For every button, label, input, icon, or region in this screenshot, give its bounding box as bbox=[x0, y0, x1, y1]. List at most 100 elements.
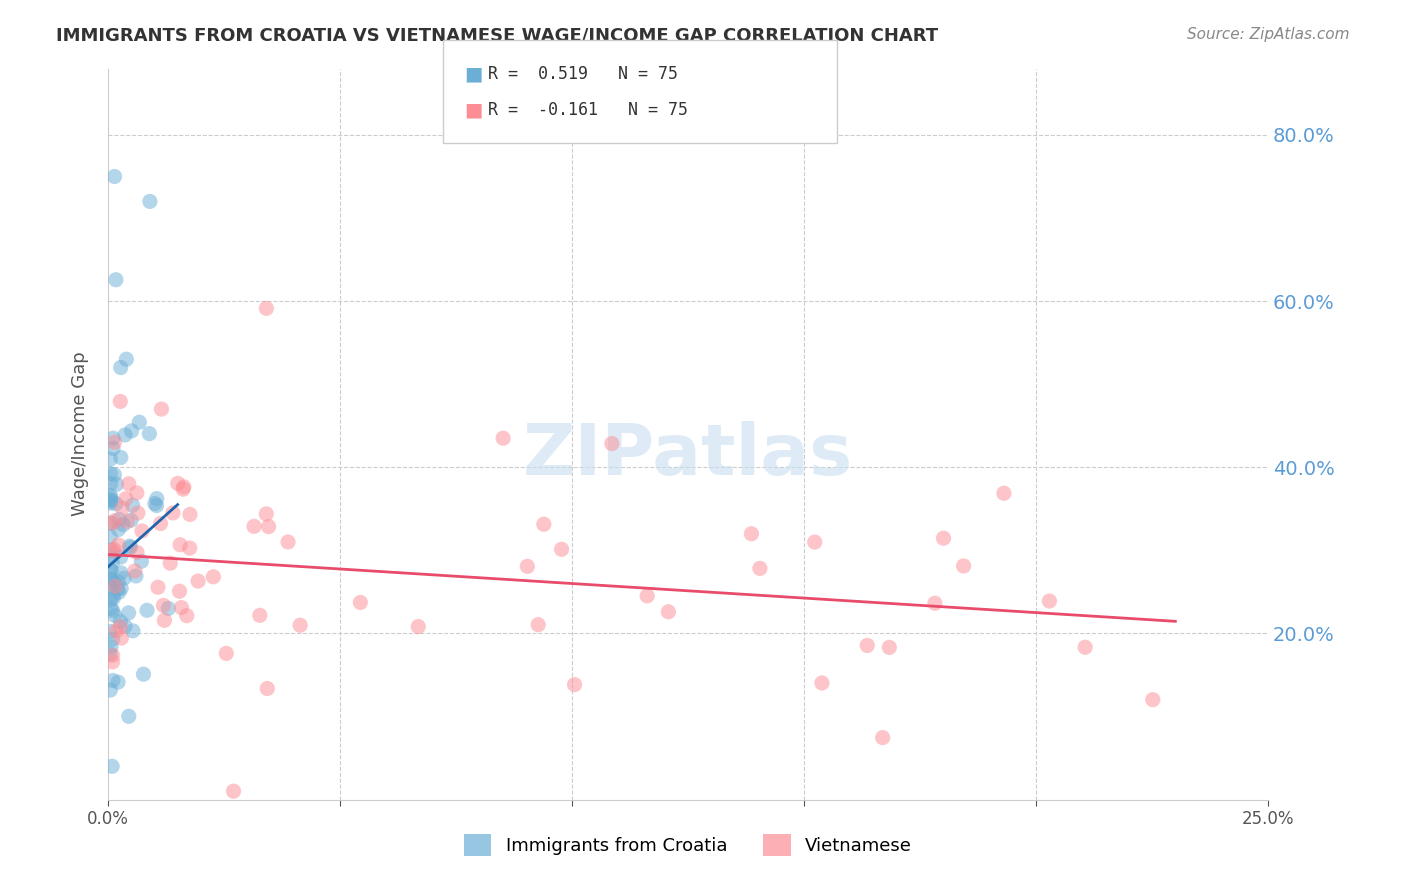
Point bbox=[105, 497, 128, 511]
Point bbox=[100, 601, 122, 615]
Point bbox=[103, 576, 125, 591]
Point bbox=[125, 486, 148, 500]
Point bbox=[277, 535, 299, 549]
Point bbox=[107, 523, 129, 537]
Point bbox=[107, 574, 129, 589]
Point bbox=[254, 507, 277, 521]
Point bbox=[103, 591, 125, 605]
Point bbox=[166, 476, 188, 491]
Point bbox=[157, 601, 180, 615]
Point bbox=[111, 500, 134, 515]
Point bbox=[98, 496, 121, 510]
Point bbox=[98, 516, 121, 531]
Point bbox=[98, 573, 121, 587]
Point bbox=[856, 639, 879, 653]
Point bbox=[105, 477, 128, 491]
Point bbox=[114, 619, 136, 633]
Text: Source: ZipAtlas.com: Source: ZipAtlas.com bbox=[1187, 27, 1350, 42]
Point bbox=[101, 543, 124, 558]
Point bbox=[124, 564, 146, 578]
Point bbox=[527, 617, 550, 632]
Point bbox=[101, 673, 124, 688]
Point bbox=[104, 579, 127, 593]
Point bbox=[153, 613, 176, 627]
Point bbox=[118, 539, 141, 553]
Point bbox=[100, 492, 122, 507]
Point bbox=[406, 619, 429, 633]
Point bbox=[103, 435, 125, 450]
Point bbox=[110, 550, 132, 565]
Point bbox=[112, 571, 135, 585]
Point bbox=[98, 563, 121, 577]
Point bbox=[492, 431, 515, 445]
Point bbox=[179, 508, 201, 522]
Point bbox=[136, 603, 159, 617]
Point bbox=[803, 535, 825, 549]
Point bbox=[118, 476, 141, 491]
Point bbox=[100, 640, 122, 654]
Point bbox=[112, 517, 135, 532]
Point bbox=[110, 360, 132, 375]
Point bbox=[98, 467, 121, 481]
Point bbox=[101, 632, 124, 646]
Point bbox=[100, 563, 122, 577]
Point bbox=[249, 608, 271, 623]
Point bbox=[176, 608, 198, 623]
Point bbox=[169, 584, 191, 599]
Point bbox=[128, 415, 150, 429]
Point bbox=[349, 595, 371, 609]
Text: R =  0.519   N = 75: R = 0.519 N = 75 bbox=[488, 65, 678, 83]
Point bbox=[100, 491, 122, 506]
Point bbox=[101, 655, 124, 669]
Point bbox=[110, 566, 132, 580]
Point bbox=[110, 450, 132, 465]
Point bbox=[202, 570, 225, 584]
Point bbox=[222, 784, 245, 798]
Point bbox=[125, 545, 148, 559]
Point bbox=[108, 585, 131, 599]
Point bbox=[101, 648, 124, 663]
Point bbox=[103, 169, 125, 184]
Point bbox=[98, 530, 121, 544]
Point bbox=[657, 605, 679, 619]
Point bbox=[187, 574, 209, 588]
Point bbox=[254, 301, 277, 316]
Point bbox=[121, 498, 143, 512]
Text: IMMIGRANTS FROM CROATIA VS VIETNAMESE WAGE/INCOME GAP CORRELATION CHART: IMMIGRANTS FROM CROATIA VS VIETNAMESE WA… bbox=[56, 27, 938, 45]
Point bbox=[103, 542, 125, 557]
Point bbox=[243, 519, 266, 533]
Point bbox=[159, 556, 181, 570]
Point bbox=[101, 516, 124, 531]
Point bbox=[108, 512, 131, 526]
Point bbox=[256, 681, 278, 696]
Point bbox=[748, 561, 770, 575]
Point bbox=[103, 588, 125, 602]
Point bbox=[101, 431, 124, 445]
Point bbox=[104, 273, 127, 287]
Legend: Immigrants from Croatia, Vietnamese: Immigrants from Croatia, Vietnamese bbox=[457, 827, 920, 863]
Point bbox=[98, 543, 121, 558]
Point bbox=[146, 580, 169, 594]
Point bbox=[550, 542, 572, 557]
Point bbox=[101, 442, 124, 456]
Text: R =  -0.161   N = 75: R = -0.161 N = 75 bbox=[488, 101, 688, 119]
Point bbox=[103, 467, 125, 482]
Point bbox=[879, 640, 901, 655]
Point bbox=[533, 517, 555, 532]
Point bbox=[118, 709, 141, 723]
Point bbox=[636, 589, 658, 603]
Point bbox=[98, 549, 121, 564]
Point bbox=[107, 582, 129, 596]
Point bbox=[564, 678, 586, 692]
Point bbox=[121, 624, 143, 638]
Point bbox=[115, 491, 138, 506]
Point bbox=[105, 624, 128, 638]
Point bbox=[110, 631, 132, 645]
Point bbox=[104, 514, 127, 528]
Point bbox=[162, 506, 184, 520]
Point bbox=[98, 452, 121, 467]
Point bbox=[872, 731, 894, 745]
Point bbox=[100, 593, 122, 607]
Text: ■: ■ bbox=[464, 100, 482, 120]
Point bbox=[125, 569, 148, 583]
